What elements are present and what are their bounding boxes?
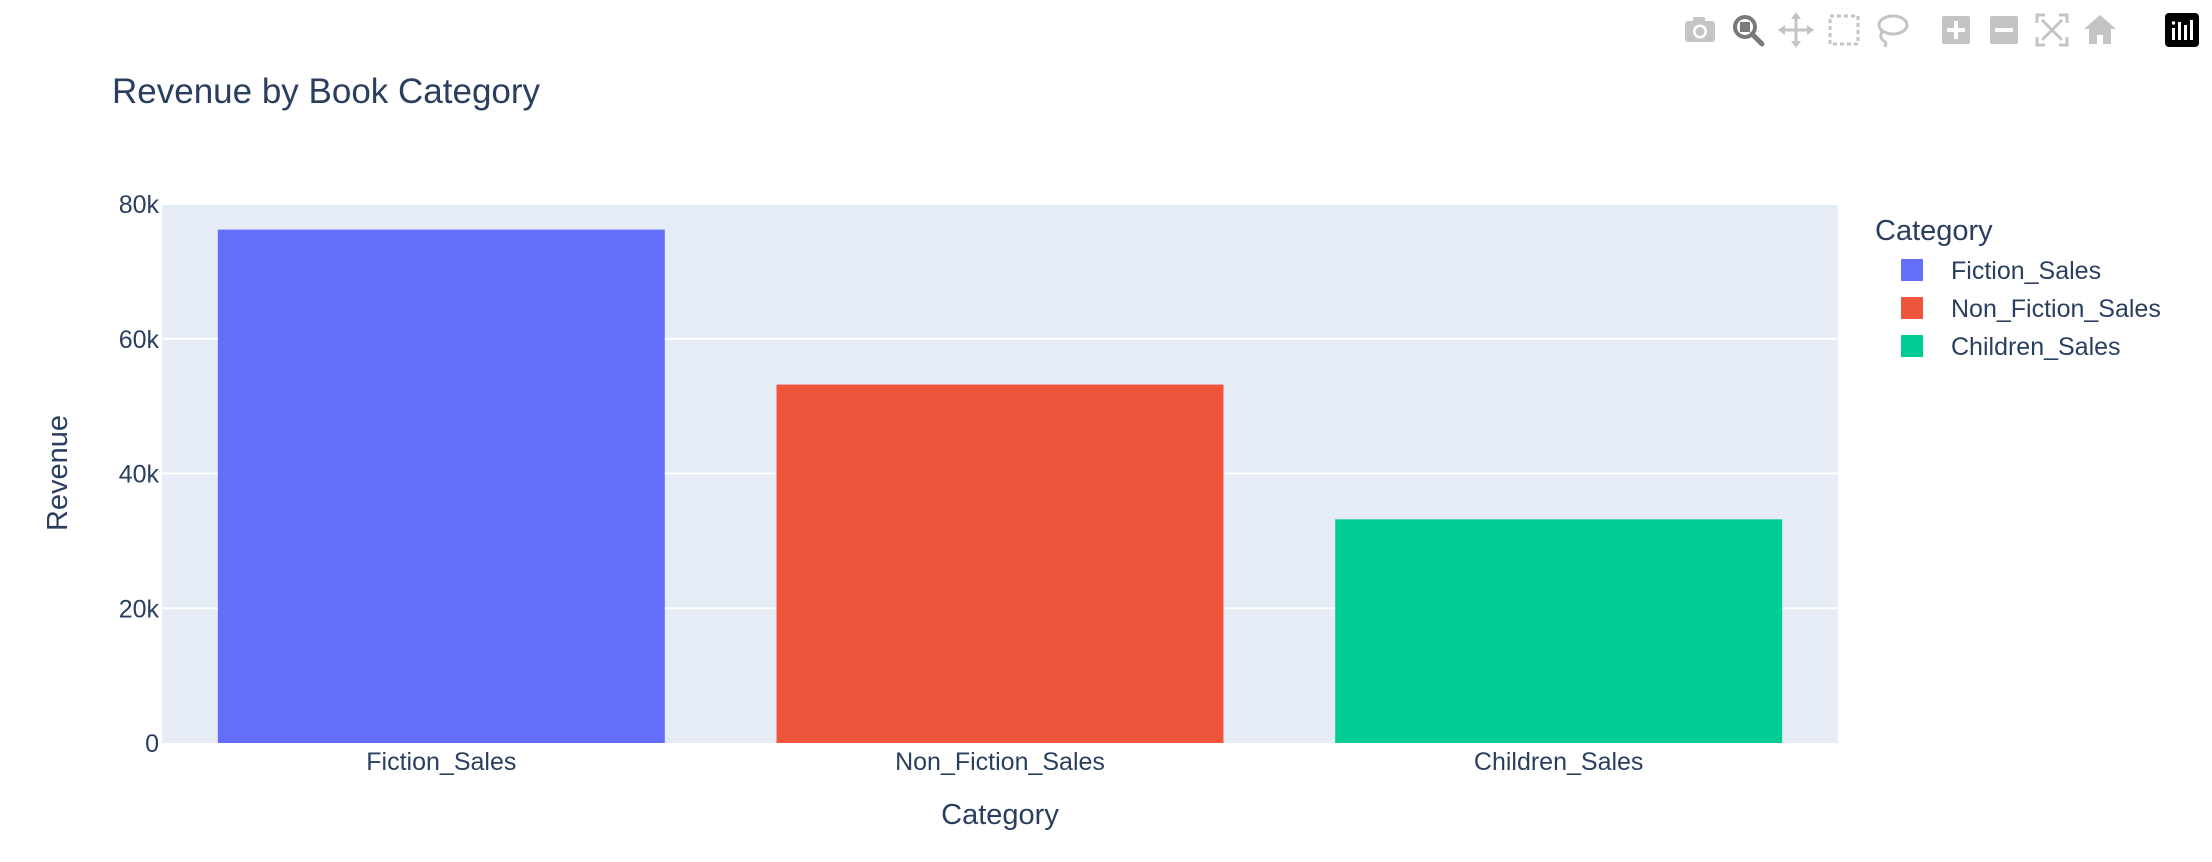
box-select-button[interactable] xyxy=(1824,10,1864,50)
y-tick-label: 60k xyxy=(119,326,160,354)
zoom-out-button[interactable] xyxy=(1984,10,2024,50)
legend-swatch xyxy=(1901,335,1923,357)
legend-items: Fiction_Sales Non_Fiction_Sales Children_S… xyxy=(1901,257,2161,361)
pan-button[interactable] xyxy=(1776,10,1816,50)
camera-icon xyxy=(1685,17,1715,42)
legend-swatch xyxy=(1901,259,1923,281)
x-axis-ticks: Fiction_Sales Non_Fiction_Sales Children_S… xyxy=(366,748,1643,776)
x-axis-label: Category xyxy=(941,799,1059,831)
legend-label: Fiction_Sales xyxy=(1951,257,2101,285)
legend-item[interactable]: Non_Fiction_Sales xyxy=(1901,295,2161,323)
zoom-in-button[interactable] xyxy=(1936,10,1976,50)
autoscale-icon xyxy=(2035,13,2069,47)
y-axis-label: Revenue xyxy=(42,415,74,531)
legend: Category Fiction_Sales Non_Fiction_Sales C… xyxy=(1875,215,2161,361)
zoom-button[interactable] xyxy=(1728,10,1768,50)
lasso-select-icon xyxy=(1877,14,1909,48)
legend-label: Non_Fiction_Sales xyxy=(1951,295,2161,323)
reset-axes-button[interactable] xyxy=(2080,10,2120,50)
x-tick-label: Children_Sales xyxy=(1474,748,1644,776)
zoom-icon xyxy=(1733,15,1765,47)
y-tick-label: 0 xyxy=(145,730,159,758)
autoscale-button[interactable] xyxy=(2032,10,2072,50)
chart-title: Revenue by Book Category xyxy=(112,72,541,111)
y-tick-label: 20k xyxy=(119,595,160,623)
bar-fiction-sales[interactable] xyxy=(217,229,665,744)
zoom-in-icon xyxy=(1942,16,1970,44)
y-axis-ticks: 0 20k 40k 60k 80k xyxy=(119,191,160,758)
y-tick-label: 80k xyxy=(119,191,160,219)
zoom-out-icon xyxy=(1990,16,2018,44)
legend-item[interactable]: Children_Sales xyxy=(1901,333,2121,361)
reset-axes-icon xyxy=(2084,15,2116,44)
y-tick-label: 40k xyxy=(119,461,160,489)
bar-non-fiction-sales[interactable] xyxy=(776,384,1224,743)
x-tick-label: Fiction_Sales xyxy=(366,748,516,776)
pan-icon xyxy=(1778,12,1814,48)
legend-label: Children_Sales xyxy=(1951,333,2121,361)
legend-title: Category xyxy=(1875,215,1993,247)
legend-item[interactable]: Fiction_Sales xyxy=(1901,257,2101,285)
lasso-select-button[interactable] xyxy=(1872,10,1912,50)
bar-children-sales[interactable] xyxy=(1335,519,1783,743)
legend-swatch xyxy=(1901,297,1923,319)
box-select-icon xyxy=(1828,14,1860,46)
plotly-logo-icon xyxy=(2165,13,2199,47)
x-tick-label: Non_Fiction_Sales xyxy=(895,748,1105,776)
bars xyxy=(217,229,1783,744)
plotly-logo-button[interactable] xyxy=(2162,10,2202,50)
camera-button[interactable] xyxy=(1680,10,1720,50)
